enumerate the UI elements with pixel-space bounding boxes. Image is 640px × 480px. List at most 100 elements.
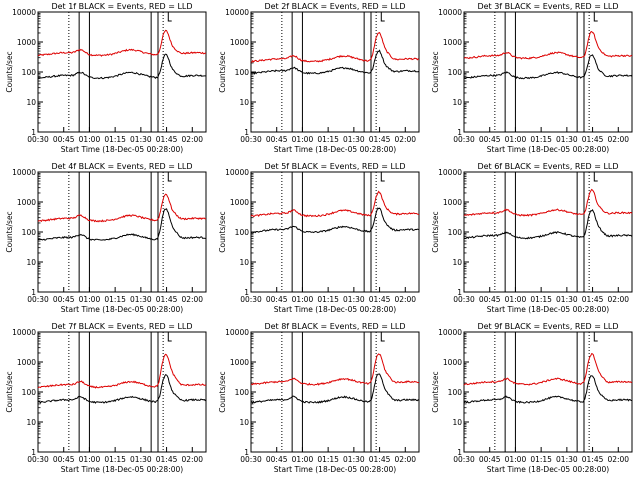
y-tick-label: 10000 (438, 328, 462, 337)
events-series-line (463, 375, 632, 404)
plot-frame (250, 331, 420, 453)
x-tick-label: 00:30 (27, 135, 49, 144)
x-tick-label: 01:30 (556, 135, 578, 144)
panel-title: Det 1f BLACK = Events, RED = LLD (51, 2, 192, 11)
y-tick-label: 1000 (230, 358, 249, 367)
x-axis-label: Start Time (18-Dec-05 00:28:00) (487, 145, 609, 154)
y-tick-label: 1000 (443, 38, 462, 47)
y-tick-label: 10000 (225, 168, 249, 177)
y-tick-label: 1000 (230, 38, 249, 47)
y-axis-label: Counts/sec (431, 211, 440, 252)
events-series-line (464, 54, 633, 80)
y-tick-label: 10 (239, 258, 249, 267)
plot-frame (37, 11, 207, 133)
lld-series-line (250, 353, 420, 386)
panel-title: Det 9f BLACK = Events, RED = LLD (477, 322, 618, 331)
x-tick-label: 01:30 (130, 295, 152, 304)
x-tick-label: 01:45 (156, 135, 178, 144)
y-tick-label: 100 (22, 228, 37, 237)
y-tick-label: 10 (26, 418, 36, 427)
x-tick-label: 00:30 (240, 455, 262, 464)
x-tick-label: 02:00 (394, 455, 416, 464)
plot-frame (463, 331, 633, 453)
events-series-line (250, 207, 420, 234)
x-tick-label: 00:45 (479, 135, 501, 144)
y-tick-label: 1 (31, 288, 36, 297)
x-tick-label: 01:30 (343, 455, 365, 464)
x-tick-label: 00:45 (266, 455, 288, 464)
x-tick-label: 01:15 (530, 455, 552, 464)
x-tick-label: 01:15 (104, 295, 126, 304)
y-tick-label: 10000 (12, 328, 36, 337)
y-tick-label: 10 (452, 258, 462, 267)
detector-panel: Det 6f BLACK = Events, RED = LLD 1 10 100 10… (431, 162, 633, 314)
detector-panel: Det 4f BLACK = Events, RED = LLD 1 10 100 10… (5, 162, 207, 314)
x-tick-label: 00:30 (27, 455, 49, 464)
x-tick-label: 00:45 (479, 455, 501, 464)
x-tick-label: 01:30 (556, 295, 578, 304)
y-tick-label: 1 (457, 128, 462, 137)
x-tick-label: 01:45 (369, 455, 391, 464)
x-tick-label: 01:30 (343, 295, 365, 304)
y-tick-label: 10 (239, 98, 249, 107)
events-series-line (37, 373, 207, 404)
x-tick-label: 01:45 (582, 295, 604, 304)
y-tick-label: 1000 (443, 358, 462, 367)
y-axis-label: Counts/sec (5, 51, 14, 92)
lld-series-line (37, 29, 207, 57)
x-axis-label: Start Time (18-Dec-05 00:28:00) (61, 305, 183, 314)
detector-panel: Det 3f BLACK = Events, RED = LLD 1 10 100 10… (431, 2, 633, 154)
lld-series-line (250, 190, 420, 218)
panel-title: Det 4f BLACK = Events, RED = LLD (51, 162, 192, 171)
y-tick-label: 100 (448, 228, 463, 237)
y-axis-label: Counts/sec (218, 51, 227, 92)
x-tick-label: 01:00 (505, 455, 527, 464)
lld-series-line (251, 31, 420, 63)
y-axis-label: Counts/sec (431, 371, 440, 412)
y-axis-label: Counts/sec (218, 371, 227, 412)
x-tick-label: 01:45 (369, 135, 391, 144)
x-tick-label: 01:00 (79, 455, 101, 464)
x-tick-label: 02:00 (607, 455, 629, 464)
y-tick-label: 10000 (438, 168, 462, 177)
x-tick-label: 00:30 (240, 295, 262, 304)
x-tick-label: 02:00 (181, 295, 203, 304)
x-tick-label: 01:15 (530, 295, 552, 304)
x-tick-label: 00:30 (240, 135, 262, 144)
x-tick-label: 00:30 (27, 295, 49, 304)
y-tick-label: 1000 (17, 198, 36, 207)
x-tick-label: 01:45 (156, 295, 178, 304)
x-tick-label: 01:15 (104, 455, 126, 464)
y-tick-label: 100 (235, 228, 250, 237)
flag-marker (380, 332, 385, 342)
y-tick-label: 1000 (17, 38, 36, 47)
y-tick-label: 10 (26, 98, 36, 107)
panel-title: Det 7f BLACK = Events, RED = LLD (51, 322, 192, 331)
x-tick-label: 02:00 (394, 135, 416, 144)
x-tick-label: 01:30 (130, 135, 152, 144)
y-tick-label: 100 (235, 68, 250, 77)
flag-marker (380, 12, 385, 22)
lld-series-line (463, 31, 633, 60)
y-tick-label: 1000 (17, 358, 36, 367)
y-tick-label: 100 (235, 388, 250, 397)
y-tick-label: 10 (452, 98, 462, 107)
plot-frame (37, 331, 207, 453)
lld-series-line (463, 352, 633, 386)
panel-title: Det 8f BLACK = Events, RED = LLD (264, 322, 405, 331)
y-tick-label: 10 (26, 258, 36, 267)
x-tick-label: 01:15 (317, 295, 339, 304)
y-tick-label: 1 (457, 448, 462, 457)
events-series-line (463, 209, 633, 240)
y-tick-label: 1 (244, 448, 249, 457)
x-tick-label: 01:00 (292, 135, 314, 144)
lld-series-line (37, 193, 207, 223)
x-tick-label: 01:00 (505, 135, 527, 144)
panel-title: Det 6f BLACK = Events, RED = LLD (477, 162, 618, 171)
x-tick-label: 00:45 (53, 295, 75, 304)
panel-title: Det 3f BLACK = Events, RED = LLD (477, 2, 618, 11)
x-tick-label: 00:45 (266, 135, 288, 144)
y-axis-label: Counts/sec (5, 211, 14, 252)
detector-panel: Det 7f BLACK = Events, RED = LLD 1 10 100 10… (5, 322, 207, 474)
x-axis-label: Start Time (18-Dec-05 00:28:00) (274, 305, 396, 314)
